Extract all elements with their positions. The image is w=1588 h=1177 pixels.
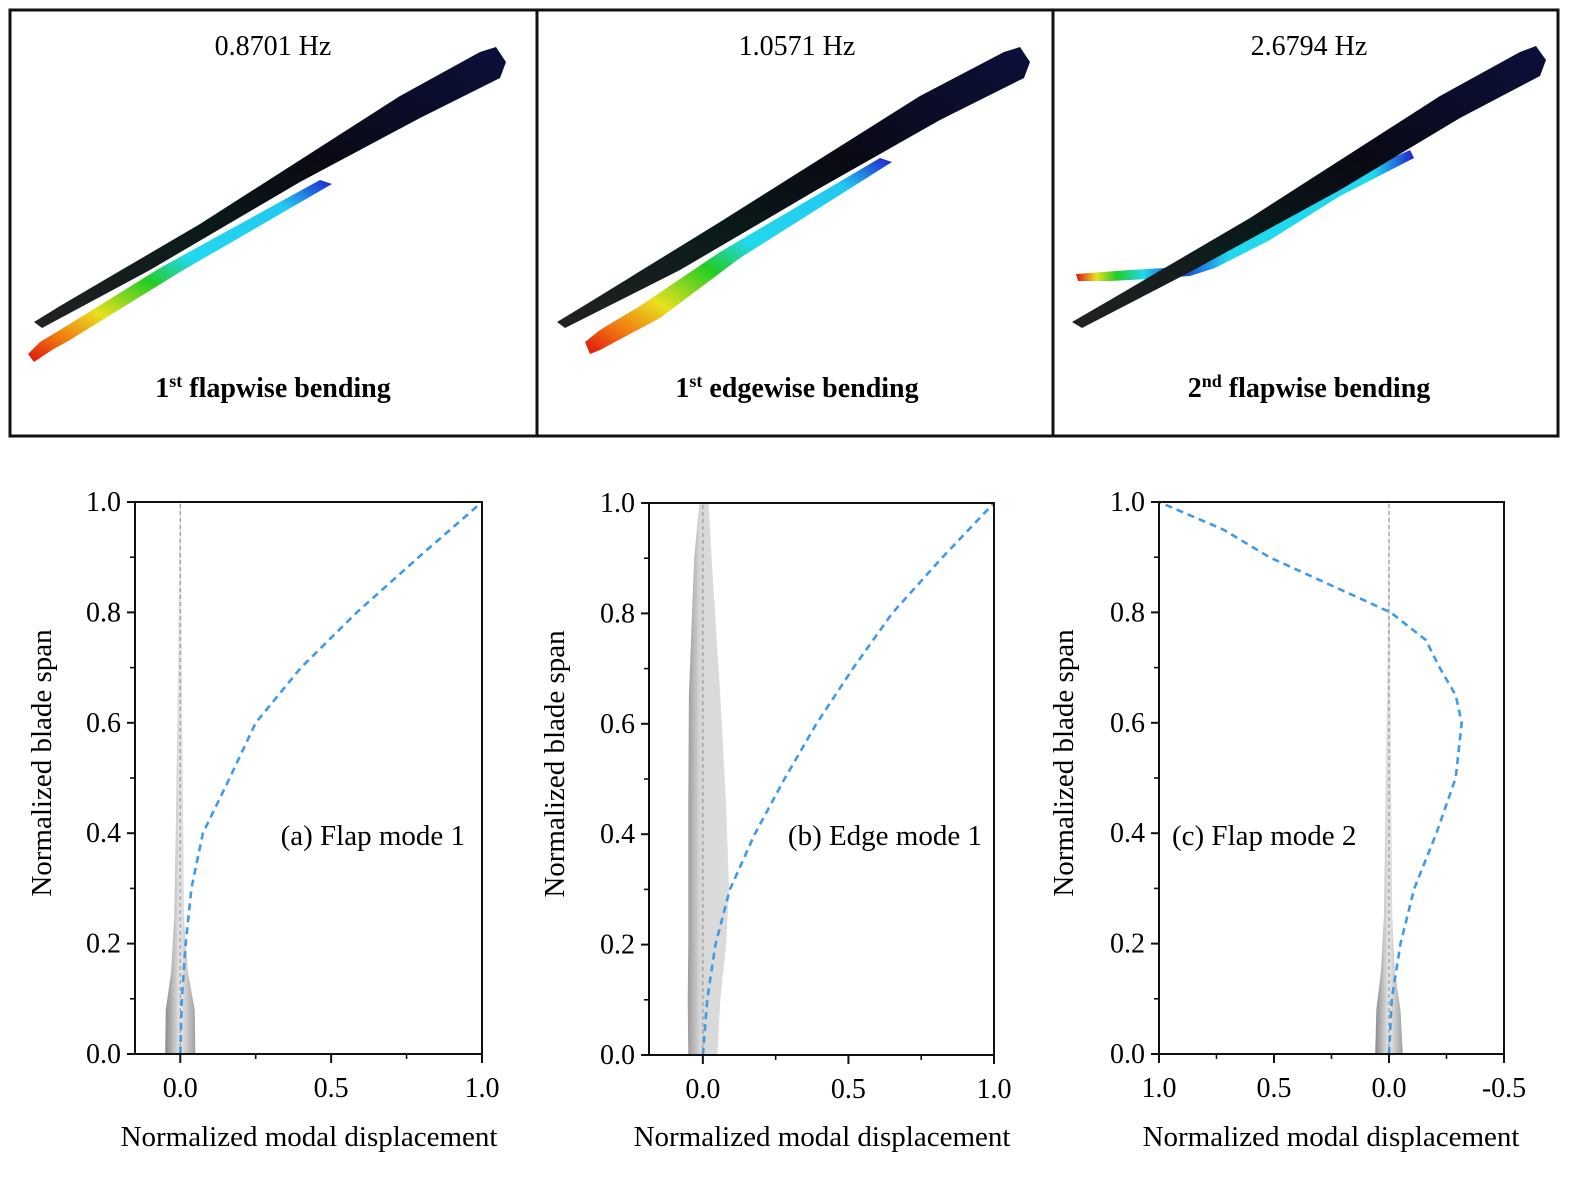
x-tick-label: -0.5	[1482, 1073, 1526, 1104]
y-tick-label: 0.6	[600, 709, 635, 740]
x-tick-label: 0.5	[1257, 1073, 1292, 1104]
y-tick-label: 0.6	[1110, 708, 1145, 739]
y-axis-label: Normalized blade span	[26, 629, 58, 897]
y-tick-label: 0.8	[86, 597, 121, 628]
x-axis-label: Normalized modal displacement	[1143, 1121, 1520, 1153]
x-tick-label: 0.0	[685, 1074, 720, 1105]
x-tick-label: 1.0	[1142, 1073, 1177, 1104]
y-axis-label: Normalized blade span	[539, 630, 571, 898]
panel-flap-mode-2: 2.6794 Hz 2nd flapwise bending	[1072, 31, 1546, 404]
frequency-label: 0.8701 Hz	[215, 31, 332, 62]
mode-label: 1st flapwise bending	[155, 371, 391, 404]
chart-0: 0.0 0.2 0.4 0.6 0.8 1.0 0.0 0.5 1.0 Normalized bl…	[26, 487, 500, 1153]
mode-shape-panels: 0.8701 Hz 1st flapwise bending 1.0571 Hz…	[8, 8, 1560, 438]
x-tick-label: 1.0	[977, 1074, 1012, 1105]
mode-shape-curve	[179, 501, 483, 1055]
y-tick-label: 0.4	[600, 819, 635, 850]
y-tick-label: 0.4	[1110, 818, 1145, 849]
y-tick-label: 0.8	[1110, 597, 1145, 628]
y-tick-label: 0.0	[1110, 1039, 1145, 1070]
y-tick-label: 0.0	[600, 1040, 635, 1071]
panel-edge-mode-1: 1.0571 Hz 1st edgewise bending	[557, 31, 1030, 404]
mode-label: 1st edgewise bending	[675, 371, 918, 404]
y-tick-label: 1.0	[600, 488, 635, 519]
y-tick-label: 0.6	[86, 708, 121, 739]
y-tick-label: 0.4	[86, 818, 121, 849]
x-tick-label: 0.5	[831, 1074, 866, 1105]
frequency-label: 1.0571 Hz	[739, 31, 856, 62]
x-axis-label: Normalized modal displacement	[121, 1121, 498, 1153]
mode-label: 2nd flapwise bending	[1188, 371, 1431, 404]
mode-shape-curve	[701, 502, 995, 1056]
x-tick-label: 0.0	[163, 1073, 198, 1104]
chart-annotation: (b) Edge mode 1	[788, 820, 982, 852]
y-tick-label: 0.2	[86, 929, 121, 960]
x-tick-label: 0.0	[1372, 1073, 1407, 1104]
mode-shape-curve	[1158, 500, 1464, 1055]
blade-model	[34, 47, 506, 328]
chart-1: 0.0 0.2 0.4 0.6 0.8 1.0 0.0 0.5 1.0 Normalized bl…	[539, 488, 1012, 1153]
x-tick-label: 0.5	[314, 1073, 349, 1104]
y-tick-label: 0.8	[600, 598, 635, 629]
chart-2: 0.0 0.2 0.4 0.6 0.8 1.0 1.0 0.5 0.0 -0.5 Normalize…	[1048, 487, 1526, 1153]
panel-frame	[8, 8, 1560, 438]
chart-annotation: (c) Flap mode 2	[1172, 820, 1356, 852]
panel-flap-mode-1: 0.8701 Hz 1st flapwise bending	[28, 31, 506, 404]
blade-model	[557, 47, 1030, 328]
chart-annotation: (a) Flap mode 1	[281, 820, 465, 852]
frequency-label: 2.6794 Hz	[1251, 31, 1368, 62]
y-tick-label: 0.2	[600, 930, 635, 961]
deformed-blade-contour	[28, 180, 332, 362]
x-tick-label: 1.0	[465, 1073, 500, 1104]
y-axis-label: Normalized blade span	[1048, 629, 1080, 897]
y-tick-label: 0.0	[86, 1039, 121, 1070]
y-tick-label: 1.0	[1110, 487, 1145, 518]
blade-silhouette	[687, 503, 730, 1055]
deformed-blade-contour	[585, 158, 892, 354]
blade-model	[1072, 46, 1546, 328]
y-tick-label: 1.0	[86, 487, 121, 518]
x-axis-label: Normalized modal displacement	[634, 1121, 1011, 1153]
y-tick-label: 0.2	[1110, 929, 1145, 960]
